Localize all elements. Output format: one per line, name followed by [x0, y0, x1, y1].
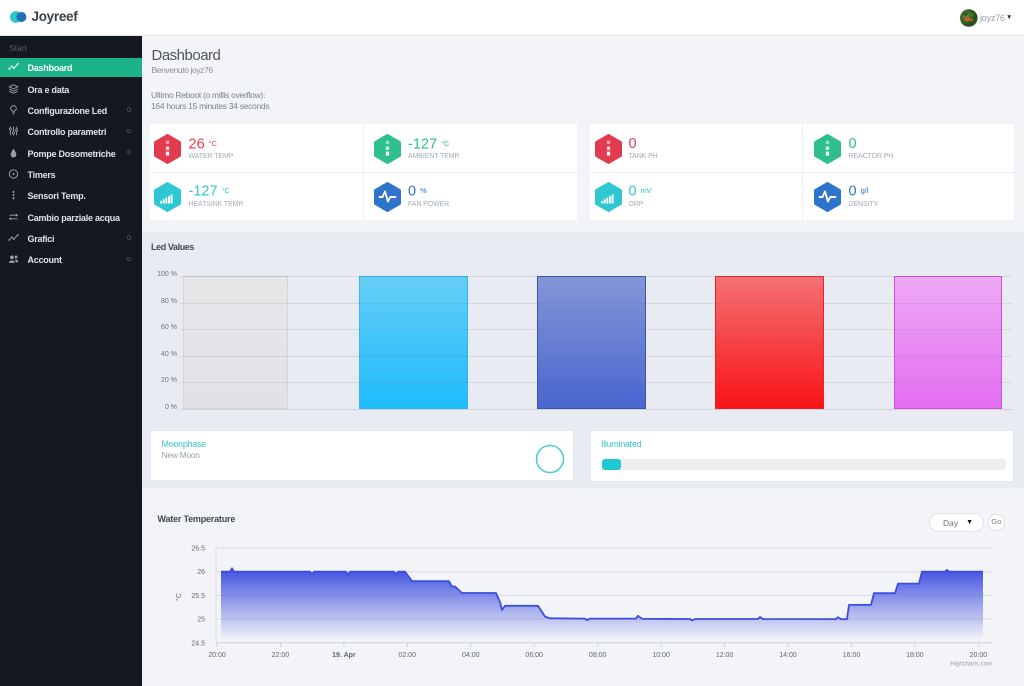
svg-text:26: 26 — [197, 569, 205, 576]
svg-text:25: 25 — [197, 617, 205, 624]
svg-text:19. Apr: 19. Apr — [332, 652, 356, 659]
svg-text:22:00: 22:00 — [272, 652, 290, 659]
svg-text:Highcharts.com: Highcharts.com — [950, 662, 992, 668]
svg-text:20:00: 20:00 — [208, 652, 226, 659]
svg-text:°C: °C — [175, 593, 183, 601]
svg-text:12:00: 12:00 — [716, 652, 734, 659]
svg-text:26.5: 26.5 — [191, 546, 205, 553]
svg-text:06:00: 06:00 — [525, 652, 543, 659]
svg-text:25.5: 25.5 — [191, 593, 205, 600]
svg-text:24.5: 24.5 — [191, 640, 205, 647]
svg-text:02:00: 02:00 — [399, 652, 417, 659]
svg-text:16:00: 16:00 — [843, 652, 861, 659]
svg-text:14:00: 14:00 — [779, 652, 797, 659]
svg-text:10:00: 10:00 — [652, 652, 670, 659]
svg-text:18:00: 18:00 — [906, 652, 924, 659]
svg-text:04:00: 04:00 — [462, 652, 480, 659]
svg-text:08:00: 08:00 — [589, 652, 607, 659]
svg-text:20:00: 20:00 — [970, 652, 988, 659]
